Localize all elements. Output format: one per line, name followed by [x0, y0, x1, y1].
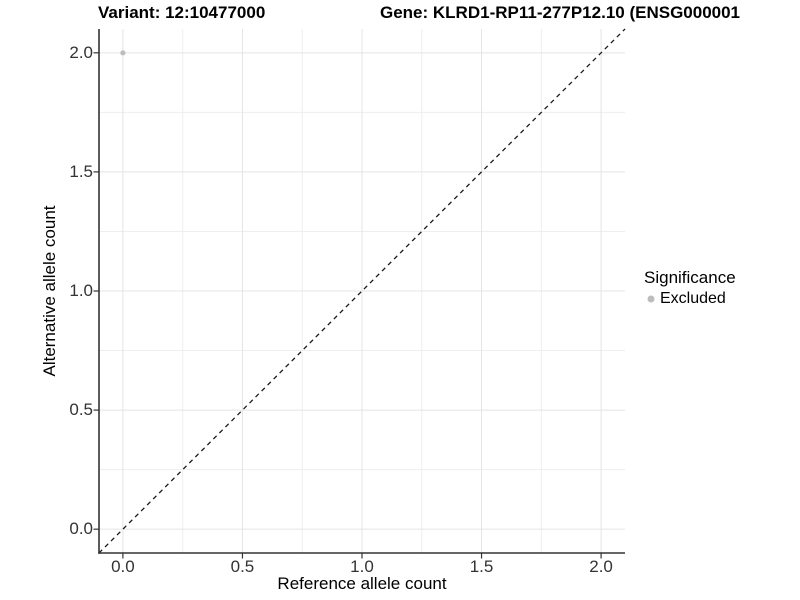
data-point	[120, 50, 126, 56]
x-tick-label: 0.5	[230, 557, 255, 576]
y-tick-label: 2.0	[69, 42, 93, 62]
x-tick-label: 1.5	[469, 557, 494, 576]
legend-key	[644, 292, 657, 305]
plot-panel	[93, 28, 626, 559]
y-tick-label: 0.0	[69, 519, 93, 539]
plot-title-variant: Variant: 12:10477000	[98, 3, 266, 22]
x-axis-title: Reference allele count	[277, 574, 447, 593]
plot-canvas	[93, 28, 626, 559]
x-tick-label: 1.0	[350, 557, 374, 576]
plot-title-gene: Gene: KLRD1-RP11-277P12.10 (ENSG000001	[380, 3, 741, 22]
y-tick-label: 1.5	[69, 161, 93, 181]
legend-item-excluded: Excluded	[644, 288, 736, 309]
y-tick-label: 0.5	[69, 400, 93, 420]
x-tick-label: 0.0	[111, 557, 135, 576]
x-tick-label: 2.0	[589, 557, 613, 576]
legend: Significance Excluded	[644, 267, 736, 309]
legend-item-label: Excluded	[660, 290, 726, 307]
legend-point-icon	[647, 295, 654, 302]
y-tick-label: 1.0	[69, 281, 93, 300]
legend-title: Significance	[644, 268, 736, 287]
